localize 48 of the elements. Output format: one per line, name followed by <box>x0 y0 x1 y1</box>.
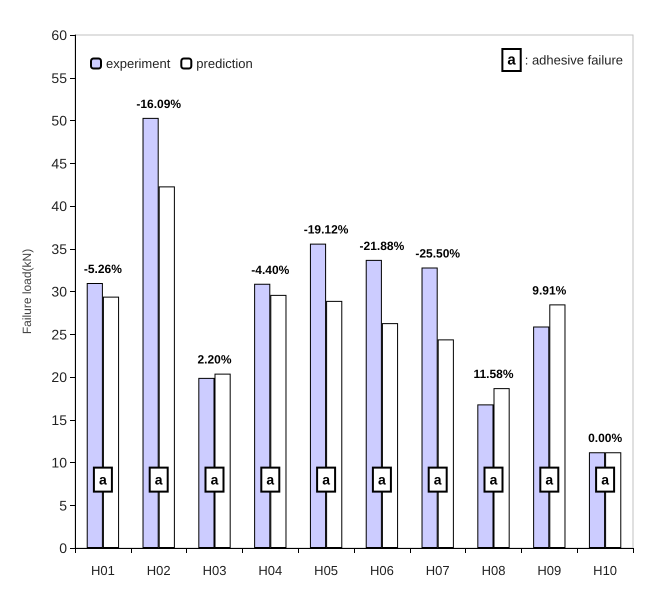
annotation: -4.40% <box>251 262 290 277</box>
y-tick-label: 45 <box>51 155 68 172</box>
y-tick-label: 20 <box>51 369 68 385</box>
annotation: 2.20% <box>197 352 232 367</box>
annotation: -19.12% <box>304 222 349 237</box>
annotation: 11.58% <box>473 367 514 382</box>
x-tick-label: H07 <box>426 563 450 578</box>
legend-label: prediction <box>196 56 253 71</box>
x-tick-label: H02 <box>146 563 171 578</box>
x-tick-label: H10 <box>593 563 618 578</box>
annotation: -5.26% <box>84 262 122 276</box>
annotation: a <box>601 472 610 488</box>
annotation: a <box>434 472 442 488</box>
annotation: a <box>154 472 163 488</box>
x-tick-label: H08 <box>482 563 506 578</box>
y-tick-label: 0 <box>59 540 68 556</box>
annotation: : adhesive failure <box>524 52 623 68</box>
annotation: 9.91% <box>532 283 567 298</box>
annotation: a <box>210 472 219 488</box>
x-tick-label: H06 <box>370 563 394 578</box>
annotation: 0.00% <box>588 431 622 446</box>
y-tick-label: 30 <box>51 284 68 300</box>
y-tick-label: 25 <box>51 326 68 342</box>
y-tick-label: 10 <box>51 454 68 470</box>
annotation: -25.50% <box>415 246 460 261</box>
y-tick-label: 5 <box>59 497 68 514</box>
annotation: a <box>99 472 107 488</box>
annotation: -21.88% <box>360 238 405 253</box>
annotation: a <box>378 472 386 488</box>
x-tick-label: H03 <box>202 563 226 578</box>
y-tick-label: 35 <box>51 240 68 257</box>
annotation: a <box>490 472 498 488</box>
legend-label: experiment <box>106 56 171 71</box>
y-tick-label: 50 <box>51 112 68 128</box>
y-tick-label: 55 <box>51 70 68 86</box>
annotation: a <box>266 472 274 488</box>
x-tick-label: H09 <box>537 563 562 578</box>
x-tick-label: H04 <box>258 563 282 578</box>
annotation: a <box>545 472 554 488</box>
y-tick-label: 40 <box>51 198 68 214</box>
x-tick-label: H05 <box>314 563 338 578</box>
y-tick-label: 15 <box>51 412 68 428</box>
annotation: -16.09% <box>136 96 182 111</box>
annotation: a <box>507 52 516 68</box>
y-axis-title: Failure load(kN) <box>20 248 34 334</box>
x-tick-label: H01 <box>90 563 115 578</box>
annotation: a <box>322 472 330 488</box>
y-tick-label: 60 <box>51 27 68 43</box>
